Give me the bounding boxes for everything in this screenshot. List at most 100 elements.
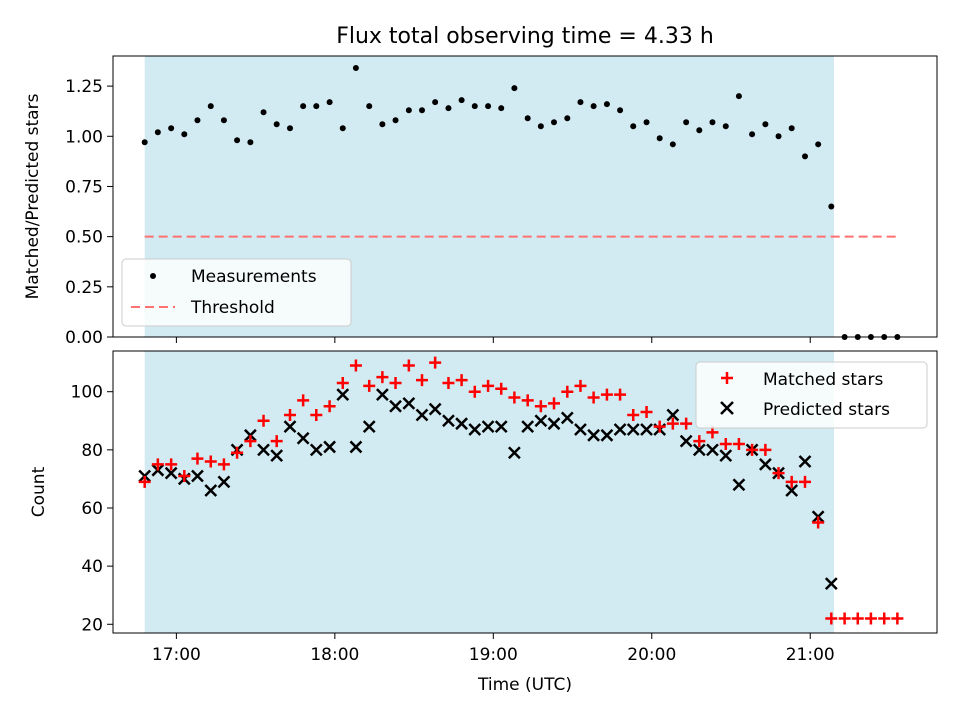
predicted-star-marker xyxy=(442,414,455,428)
matched-legend-label: Matched stars xyxy=(763,370,883,390)
predicted-star-marker xyxy=(402,396,416,410)
predicted-star-marker xyxy=(349,440,363,454)
predicted-star-marker xyxy=(679,434,693,448)
measurement-point xyxy=(287,125,294,132)
measurement-point xyxy=(749,131,756,138)
top-y-ticks: 0.00 0.25 0.50 0.75 1.00 1.25 xyxy=(65,77,113,348)
bottom-panel: 20 40 60 80 100 17:00 18:00 19:00 20:00 21:00 Ti… xyxy=(29,350,938,695)
measurement-point xyxy=(379,121,386,128)
matched-star-marker xyxy=(244,435,257,448)
measurement-point xyxy=(247,139,254,146)
measurement-points xyxy=(141,65,901,340)
matched-star-marker xyxy=(812,516,825,529)
predicted-star-marker xyxy=(574,423,587,436)
bottom-x-tick-label: 17:00 xyxy=(152,645,201,665)
measurement-point xyxy=(577,99,584,106)
matched-star-marker xyxy=(165,458,178,471)
measurement-point xyxy=(550,119,557,126)
matched-star-marker xyxy=(547,397,560,410)
bottom-y-tick-label: 60 xyxy=(81,499,103,519)
measurement-point xyxy=(630,123,637,130)
predicted-star-marker xyxy=(613,423,627,436)
predicted-star-marker xyxy=(560,411,574,425)
top-y-tick-label: 1.00 xyxy=(65,127,103,147)
predicted-star-marker xyxy=(309,443,323,457)
top-y-axis-label: Matched/Predicted stars xyxy=(23,93,43,299)
matched-star-marker xyxy=(825,612,838,625)
matched-star-marker xyxy=(284,408,297,421)
predicted-star-marker xyxy=(270,449,284,463)
predicted-star-marker xyxy=(626,423,640,436)
measurement-point xyxy=(352,65,359,72)
measurement-point xyxy=(524,115,531,122)
bottom-y-tick-label: 20 xyxy=(81,615,103,635)
top-title: Flux total observing time = 4.33 h xyxy=(336,24,714,49)
matched-star-marker xyxy=(534,400,547,413)
top-y-tick-label: 0.25 xyxy=(65,278,103,298)
measurement-point xyxy=(273,121,280,128)
bottom-y-tick-label: 80 xyxy=(81,441,103,461)
measurement-point xyxy=(683,119,690,126)
matched-star-marker xyxy=(759,443,772,456)
measurement-point xyxy=(339,125,346,132)
measurement-point xyxy=(432,99,439,106)
matched-star-marker xyxy=(151,458,164,471)
bottom-x-axis-label: Time (UTC) xyxy=(477,675,572,695)
matched-star-marker xyxy=(402,359,415,372)
bottom-axes-frame xyxy=(112,350,938,634)
predicted-star-marker xyxy=(376,388,389,401)
top-y-tick-label: 0.50 xyxy=(65,228,103,248)
matched-star-marker xyxy=(785,475,798,488)
matched-star-marker xyxy=(455,374,468,387)
bottom-y-ticks: 20 40 60 80 100 xyxy=(71,383,113,635)
measurement-point xyxy=(498,105,505,112)
threshold-legend-label: Threshold xyxy=(190,298,275,318)
measurement-point xyxy=(220,117,227,124)
bottom-x-ticks: 17:00 18:00 19:00 20:00 21:00 xyxy=(152,633,835,665)
predicted-star-marker xyxy=(204,484,218,497)
measurement-point xyxy=(141,139,148,146)
measurement-point xyxy=(471,103,478,110)
matched-star-marker xyxy=(191,452,204,465)
predicted-star-marker xyxy=(468,423,482,436)
measurement-point xyxy=(775,133,782,140)
matched-star-marker xyxy=(204,455,217,468)
top-y-tick-label: 1.25 xyxy=(65,77,103,97)
measurement-point xyxy=(392,117,399,124)
predicted-star-marker xyxy=(217,475,231,489)
predicted-star-marker xyxy=(798,455,812,468)
predicted-star-marker xyxy=(455,417,468,431)
predicted-star-marker xyxy=(283,420,297,433)
matched-star-marker xyxy=(508,391,521,404)
measurement-point xyxy=(300,103,307,110)
predicted-star-marker xyxy=(692,443,706,457)
matched-star-marker xyxy=(772,467,785,480)
matched-star-marker xyxy=(376,371,389,384)
predicted-star-marker xyxy=(706,443,719,457)
predicted-star-marker xyxy=(587,428,600,442)
measurement-point xyxy=(458,97,465,104)
predicted-star-marker xyxy=(824,577,838,590)
matched-star-marker xyxy=(587,391,600,404)
matched-star-marker xyxy=(891,612,904,625)
top-legend-box xyxy=(121,258,352,327)
predicted-star-marker xyxy=(336,388,350,401)
predicted-star-marker xyxy=(719,449,733,463)
bottom-legend: Matched stars Predicted stars xyxy=(695,361,928,429)
bottom-x-tick-label: 19:00 xyxy=(469,645,518,665)
predicted-star-marker xyxy=(323,440,337,454)
predicted-star-marker xyxy=(732,478,746,492)
bottom-x-tick-label: 21:00 xyxy=(786,645,835,665)
predicted-star-marker xyxy=(428,402,442,416)
measurement-point xyxy=(762,121,769,128)
top-axes-frame xyxy=(112,55,938,338)
bottom-y-axis-label: Count xyxy=(29,466,49,517)
predicted-star-marker xyxy=(389,399,402,413)
matched-star-marker xyxy=(138,475,151,488)
predicted-star-marker xyxy=(481,420,495,433)
measurement-point xyxy=(564,115,571,122)
matched-star-marker xyxy=(851,612,864,625)
bottom-x-tick-label: 18:00 xyxy=(310,645,359,665)
matched-star-marker xyxy=(614,388,627,401)
matched-star-marker xyxy=(574,379,587,392)
